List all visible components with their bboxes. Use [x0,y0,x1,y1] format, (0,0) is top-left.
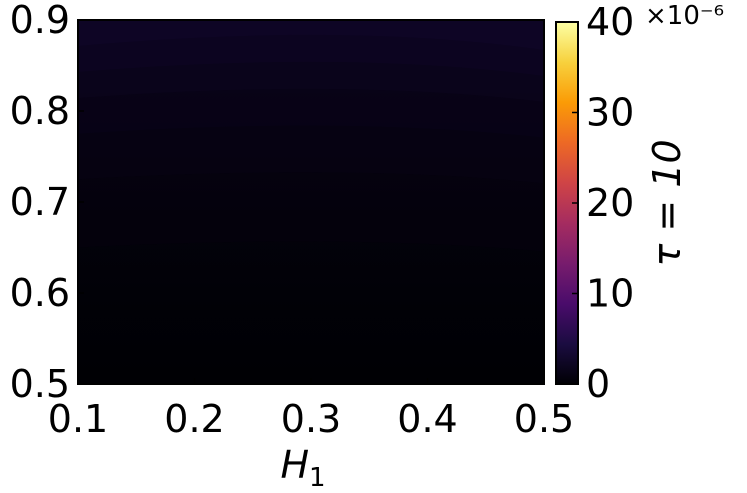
colorbar: 0 10 20 30 40 ×10⁻⁶ τ = 10 [555,0,724,406]
x-tick-label: 0.4 [397,397,457,441]
contour-bands [78,20,544,252]
x-axis-title: H1 [280,443,325,493]
colorbar-tick-label: 30 [586,91,634,135]
colorbar-tick-label: 10 [586,272,634,316]
colorbar-title: τ = 10 [645,139,689,266]
x-tick-label: 0.2 [164,397,224,441]
contour-band [78,20,544,50]
plot-area [77,19,545,385]
y-tick-label: 0.5 [10,362,70,406]
y-axis-ticks: 0.5 0.6 0.7 0.8 0.9 [10,0,84,406]
y-tick-label: 0.8 [10,89,70,133]
y-tick-label: 0.9 [10,0,70,42]
colorbar-tick-label: 20 [586,181,634,225]
y-tick-label: 0.7 [10,180,70,224]
x-axis-title-subscript: 1 [309,463,326,493]
colorbar-tick-label: 0 [586,362,610,406]
colorbar-ticks: 0 10 20 30 40 [572,0,634,406]
y-tick-label: 0.6 [10,271,70,315]
colorbar-exponent: ×10⁻⁶ [645,1,724,31]
x-tick-label: 0.1 [48,397,108,441]
x-tick-label: 0.3 [281,397,341,441]
colorbar-tick-label: 40 [586,0,634,44]
x-tick-label: 0.5 [514,397,574,441]
x-axis-ticks: 0.1 0.2 0.3 0.4 0.5 [48,378,574,441]
